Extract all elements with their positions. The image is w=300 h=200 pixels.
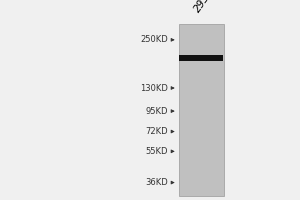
Text: 55KD: 55KD: [146, 147, 168, 156]
Text: 95KD: 95KD: [146, 107, 168, 116]
Text: 36KD: 36KD: [145, 178, 168, 187]
Text: 293T: 293T: [192, 0, 216, 14]
Text: 130KD: 130KD: [140, 84, 168, 93]
Bar: [179, 55, 223, 61]
Bar: [178, 24, 224, 196]
Text: 72KD: 72KD: [146, 127, 168, 136]
Text: 250KD: 250KD: [140, 35, 168, 44]
